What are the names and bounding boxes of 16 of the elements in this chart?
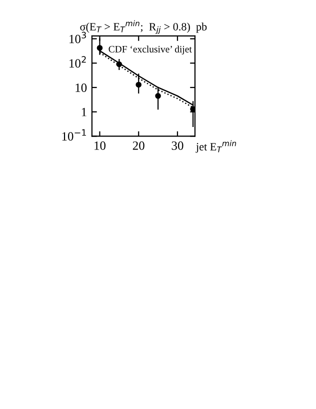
- y-tick-label: 1: [82, 108, 86, 116]
- y-tick-label: 10$^{−1}$: [62, 129, 86, 141]
- x-tick-label: 20: [132, 141, 144, 150]
- point: [136, 82, 142, 88]
- point: [190, 106, 195, 112]
- x-axis-title: jet E$_{T}$$^{min}$: [196, 140, 236, 153]
- y-tick-label: 10: [76, 84, 87, 92]
- point: [96, 45, 103, 51]
- point: [116, 61, 122, 68]
- chart-title: σ(E$_{T}$ > E$_{T}$$^{min}$; R$_{jj}$ > 0.8) pb: [80, 20, 207, 34]
- y-tick-label: 10$^{2}$: [70, 56, 86, 68]
- annotation: CDF ‘exclusive’ dijet: [108, 46, 192, 54]
- y-tick-label: 10$^{3}$: [70, 32, 86, 44]
- x-tick-label: 30: [172, 141, 184, 150]
- point: [155, 93, 161, 99]
- x-tick-label: 10: [94, 141, 106, 150]
